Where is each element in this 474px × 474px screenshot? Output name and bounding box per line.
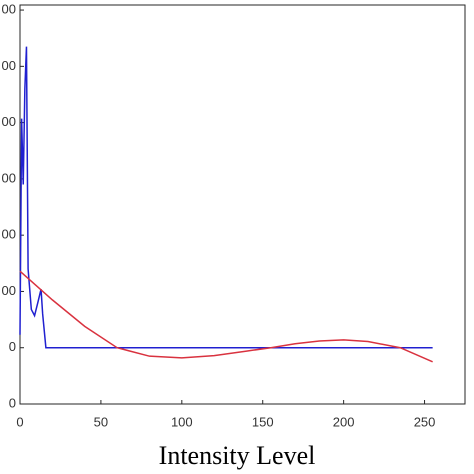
x-axis-label: Intensity Level xyxy=(159,441,316,470)
y-tick-label: 00 xyxy=(2,114,16,129)
y-tick-label: 0 xyxy=(9,395,16,410)
y-tick-label: 00 xyxy=(2,2,16,17)
y-tick-label: 00 xyxy=(2,58,16,73)
y-tick-label: 00 xyxy=(2,227,16,242)
x-tick-label: 200 xyxy=(333,414,355,429)
line xyxy=(19,46,433,349)
y-tick-label: 00 xyxy=(2,283,16,298)
plot-frame xyxy=(19,4,466,405)
line xyxy=(19,270,433,363)
y-tick-label: 00 xyxy=(2,170,16,185)
y-tick-label: 0 xyxy=(9,339,16,354)
x-tick-label: 100 xyxy=(171,414,193,429)
x-tick-label: 250 xyxy=(414,414,436,429)
x-tick-label: 150 xyxy=(252,414,274,429)
x-tick-label: 0 xyxy=(16,414,23,429)
x-tick-label: 50 xyxy=(94,414,108,429)
